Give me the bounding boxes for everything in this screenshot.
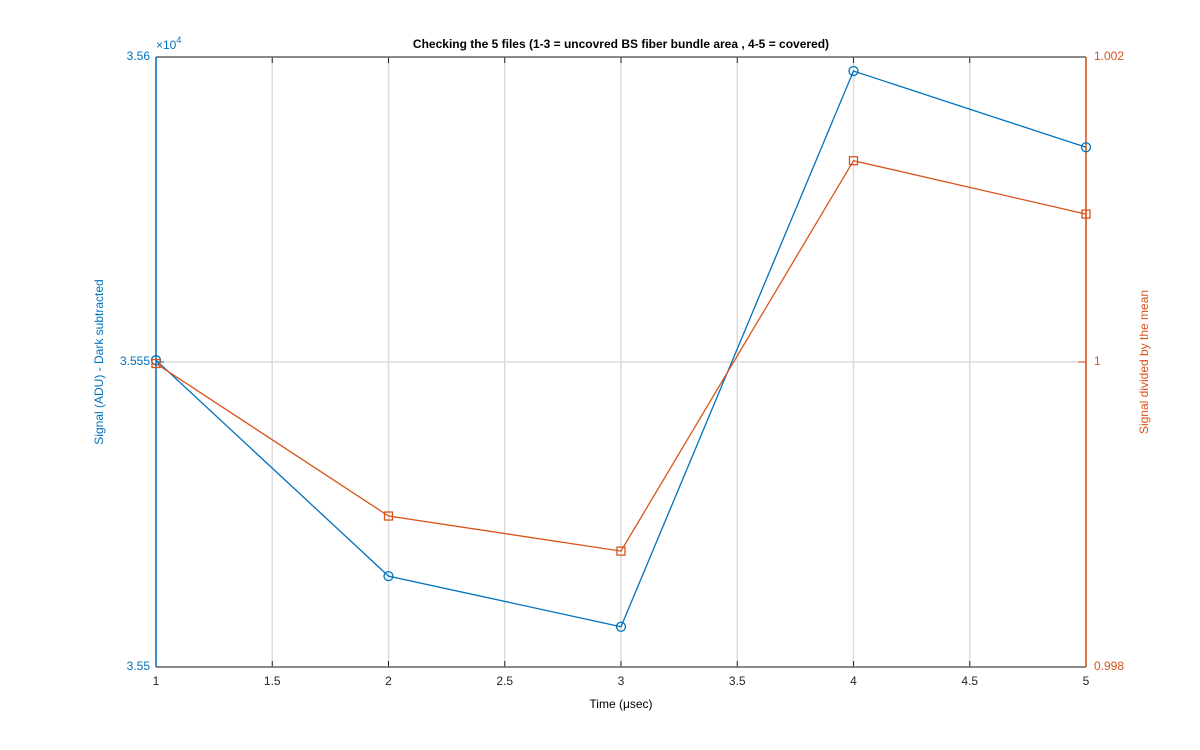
marker: [1081, 209, 1091, 219]
x-tick-label: 3.5: [729, 674, 746, 688]
marker: [616, 546, 626, 556]
y2-axis-label: Signal divided by the mean: [1137, 290, 1151, 434]
x-tick-label: 4: [850, 674, 857, 688]
x-tick-label: 5: [1083, 674, 1090, 688]
marker: [848, 156, 859, 166]
marker: [615, 621, 627, 632]
y-multiplier-base: ×10: [156, 38, 177, 52]
x-tick-label: 1.5: [264, 674, 281, 688]
y-multiplier: ×104: [156, 35, 181, 52]
x-tick-label: 1: [153, 674, 160, 688]
chart-title: Checking the 5 files (1-3 = uncovred BS …: [413, 37, 829, 51]
series-line: [155, 70, 1087, 628]
y-tick-label: 3.555: [120, 354, 150, 368]
y2-tick-label: 1: [1094, 354, 1101, 368]
marker: [848, 65, 859, 77]
series-line: [155, 159, 1087, 552]
y-axis-label: Signal (ADU) - Dark subtracted: [92, 279, 106, 444]
x-tick-label: 2: [385, 674, 392, 688]
y-tick-label: 3.56: [127, 49, 151, 63]
marker: [151, 358, 161, 369]
y2-tick-label: 1.002: [1094, 49, 1124, 63]
marker: [383, 570, 394, 582]
x-tick-label: 4.5: [961, 674, 978, 688]
y2-tick-label: 0.998: [1094, 659, 1124, 673]
marker: [1080, 142, 1092, 153]
marker: [383, 511, 394, 521]
y-multiplier-power: 4: [176, 35, 181, 45]
x-tick-label: 3: [618, 674, 625, 688]
y-tick-label: 3.55: [127, 659, 151, 673]
x-axis-label: Time (μsec): [589, 697, 652, 711]
x-tick-label: 2.5: [496, 674, 513, 688]
